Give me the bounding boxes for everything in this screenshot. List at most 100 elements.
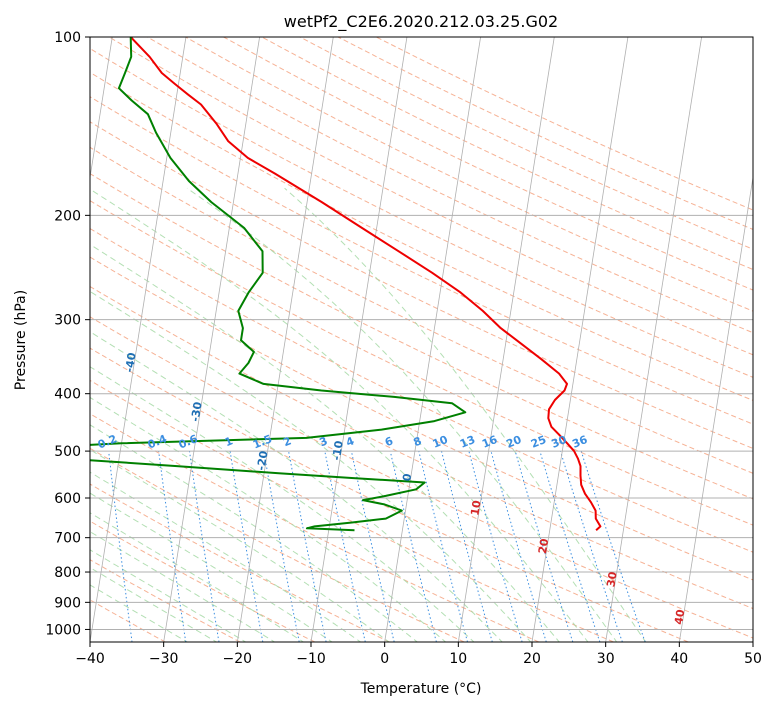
- mixing-ratio-label: 30: [550, 433, 569, 451]
- plot-frame: [89, 36, 754, 643]
- temperature-profile-line: [129, 37, 602, 531]
- moist-adiabat-line: [90, 492, 334, 642]
- mixing-ratio-line: [389, 450, 437, 642]
- y-tick-label: 600: [54, 491, 81, 507]
- moist-adiabat-line: [90, 243, 560, 642]
- isotherm-label: -40: [123, 351, 139, 373]
- dry-adiabat-line: [223, 37, 753, 291]
- moist-adiabats: [90, 187, 647, 642]
- isotherm-label: 10: [468, 499, 483, 516]
- mixing-ratio-line: [514, 450, 574, 642]
- moist-adiabat-line: [284, 187, 647, 642]
- plot-layers: -100-90-80-70-60-50-40-30-20-10010203040…: [90, 37, 753, 642]
- y-tick-label: 400: [54, 387, 81, 403]
- x-tick-label: −40: [75, 651, 105, 667]
- mixing-ratio-line: [468, 450, 523, 642]
- moist-adiabat-line: [90, 424, 419, 642]
- isotherm-line: [531, 37, 629, 642]
- mixing-ratio-line: [189, 451, 220, 642]
- moist-adiabat-line: [90, 512, 305, 642]
- y-tick-label: 1000: [45, 622, 81, 638]
- plot-area-background: [90, 37, 753, 642]
- isotherm-line: [90, 37, 187, 642]
- moist-adiabat-line: [90, 331, 503, 642]
- mixing-ratio-line: [539, 450, 601, 642]
- x-tick-label: −10: [296, 651, 326, 667]
- mixing-ratio-line: [559, 450, 623, 642]
- isotherm-line: [678, 174, 753, 642]
- moist-adiabat-line: [90, 448, 390, 642]
- isotherm-line: [605, 37, 702, 642]
- dry-adiabat-line: [185, 37, 753, 312]
- axis-ticks: −40 −30 −20 −10 0 10 20 30 40 5010020030040050060…: [45, 30, 762, 667]
- mixing-ratio-label: 1: [223, 434, 235, 449]
- isotherm-line: [236, 37, 334, 642]
- moist-adiabat-line: [90, 531, 276, 642]
- mixing-ratio-label: 20: [504, 433, 523, 451]
- dry-adiabat-line: [90, 316, 753, 639]
- isotherm-line: [384, 37, 481, 642]
- isotherm-line: [310, 37, 408, 642]
- moist-adiabat-line: [186, 187, 618, 642]
- mixing-ratio-line: [418, 450, 468, 642]
- sounding-series: [90, 37, 602, 532]
- chart-title: wetPf2_C2E6.2020.212.03.25.G02: [284, 12, 558, 32]
- isotherm-label: -30: [189, 401, 205, 423]
- dry-adiabat-line: [147, 37, 753, 334]
- x-tick-label: 20: [523, 651, 541, 667]
- isotherm-label: 20: [536, 537, 551, 554]
- mixing-ratio-line: [490, 450, 547, 642]
- isotherm-line: [752, 639, 753, 642]
- dry-adiabat-line: [90, 227, 753, 553]
- x-tick-label: −20: [223, 651, 253, 667]
- dry-adiabat-line: [90, 47, 753, 378]
- isotherm-line: [90, 37, 113, 180]
- dry-adiabat-line: [90, 71, 753, 401]
- mixing-ratio-label: 16: [480, 433, 499, 451]
- pressure-gridlines: [90, 37, 753, 630]
- mixing-ratio-label: 10: [431, 433, 450, 451]
- mixing-ratio-line: [580, 450, 646, 642]
- y-tick-label: 900: [54, 595, 81, 611]
- x-axis-label: Temperature (°C): [360, 681, 482, 697]
- x-tick-label: 0: [380, 651, 389, 667]
- isotherm-label: 30: [604, 570, 619, 587]
- isotherms: [90, 37, 753, 642]
- dry-adiabat-line: [90, 483, 390, 642]
- mixing-ratio-label: 3: [318, 434, 330, 449]
- x-tick-label: 50: [744, 651, 762, 667]
- y-tick-label: 200: [54, 208, 81, 224]
- y-tick-label: 800: [54, 565, 81, 581]
- dry-adiabat-line: [90, 200, 753, 526]
- moist-adiabat-line: [90, 549, 247, 642]
- moist-adiabat-line: [90, 566, 218, 642]
- isotherm-line: [457, 37, 555, 642]
- dry-adiabat-line: [90, 559, 241, 642]
- isotherm-label: 40: [672, 608, 687, 625]
- y-tick-label: 300: [54, 313, 81, 329]
- dry-adiabats: [90, 37, 753, 642]
- isotherm-label: -10: [330, 439, 346, 461]
- mixing-ratio-label: 36: [570, 433, 589, 451]
- isotherm-label: -20: [255, 449, 271, 471]
- dry-adiabat-line: [90, 413, 540, 642]
- moist-adiabat-line: [90, 188, 589, 642]
- mixing-ratio-label: 2: [281, 434, 293, 449]
- moist-adiabat-line: [90, 584, 189, 642]
- dry-adiabat-line: [90, 379, 614, 642]
- dry-adiabat-line: [90, 173, 753, 500]
- mixing-ratio-lines: [108, 450, 646, 642]
- mixing-ratio-line: [324, 451, 366, 642]
- dry-adiabat-line: [90, 520, 315, 642]
- isotherm-label: 0: [400, 472, 414, 482]
- y-tick-label: 500: [54, 444, 81, 460]
- mixing-ratio-line: [288, 451, 327, 642]
- x-tick-label: 10: [449, 651, 467, 667]
- dry-adiabat-line: [90, 447, 465, 642]
- x-tick-label: 30: [597, 651, 615, 667]
- dry-adiabat-line: [108, 37, 753, 356]
- mixing-ratio-line: [158, 451, 187, 642]
- x-tick-label: 40: [670, 651, 688, 667]
- mixing-ratio-label: 25: [529, 433, 548, 451]
